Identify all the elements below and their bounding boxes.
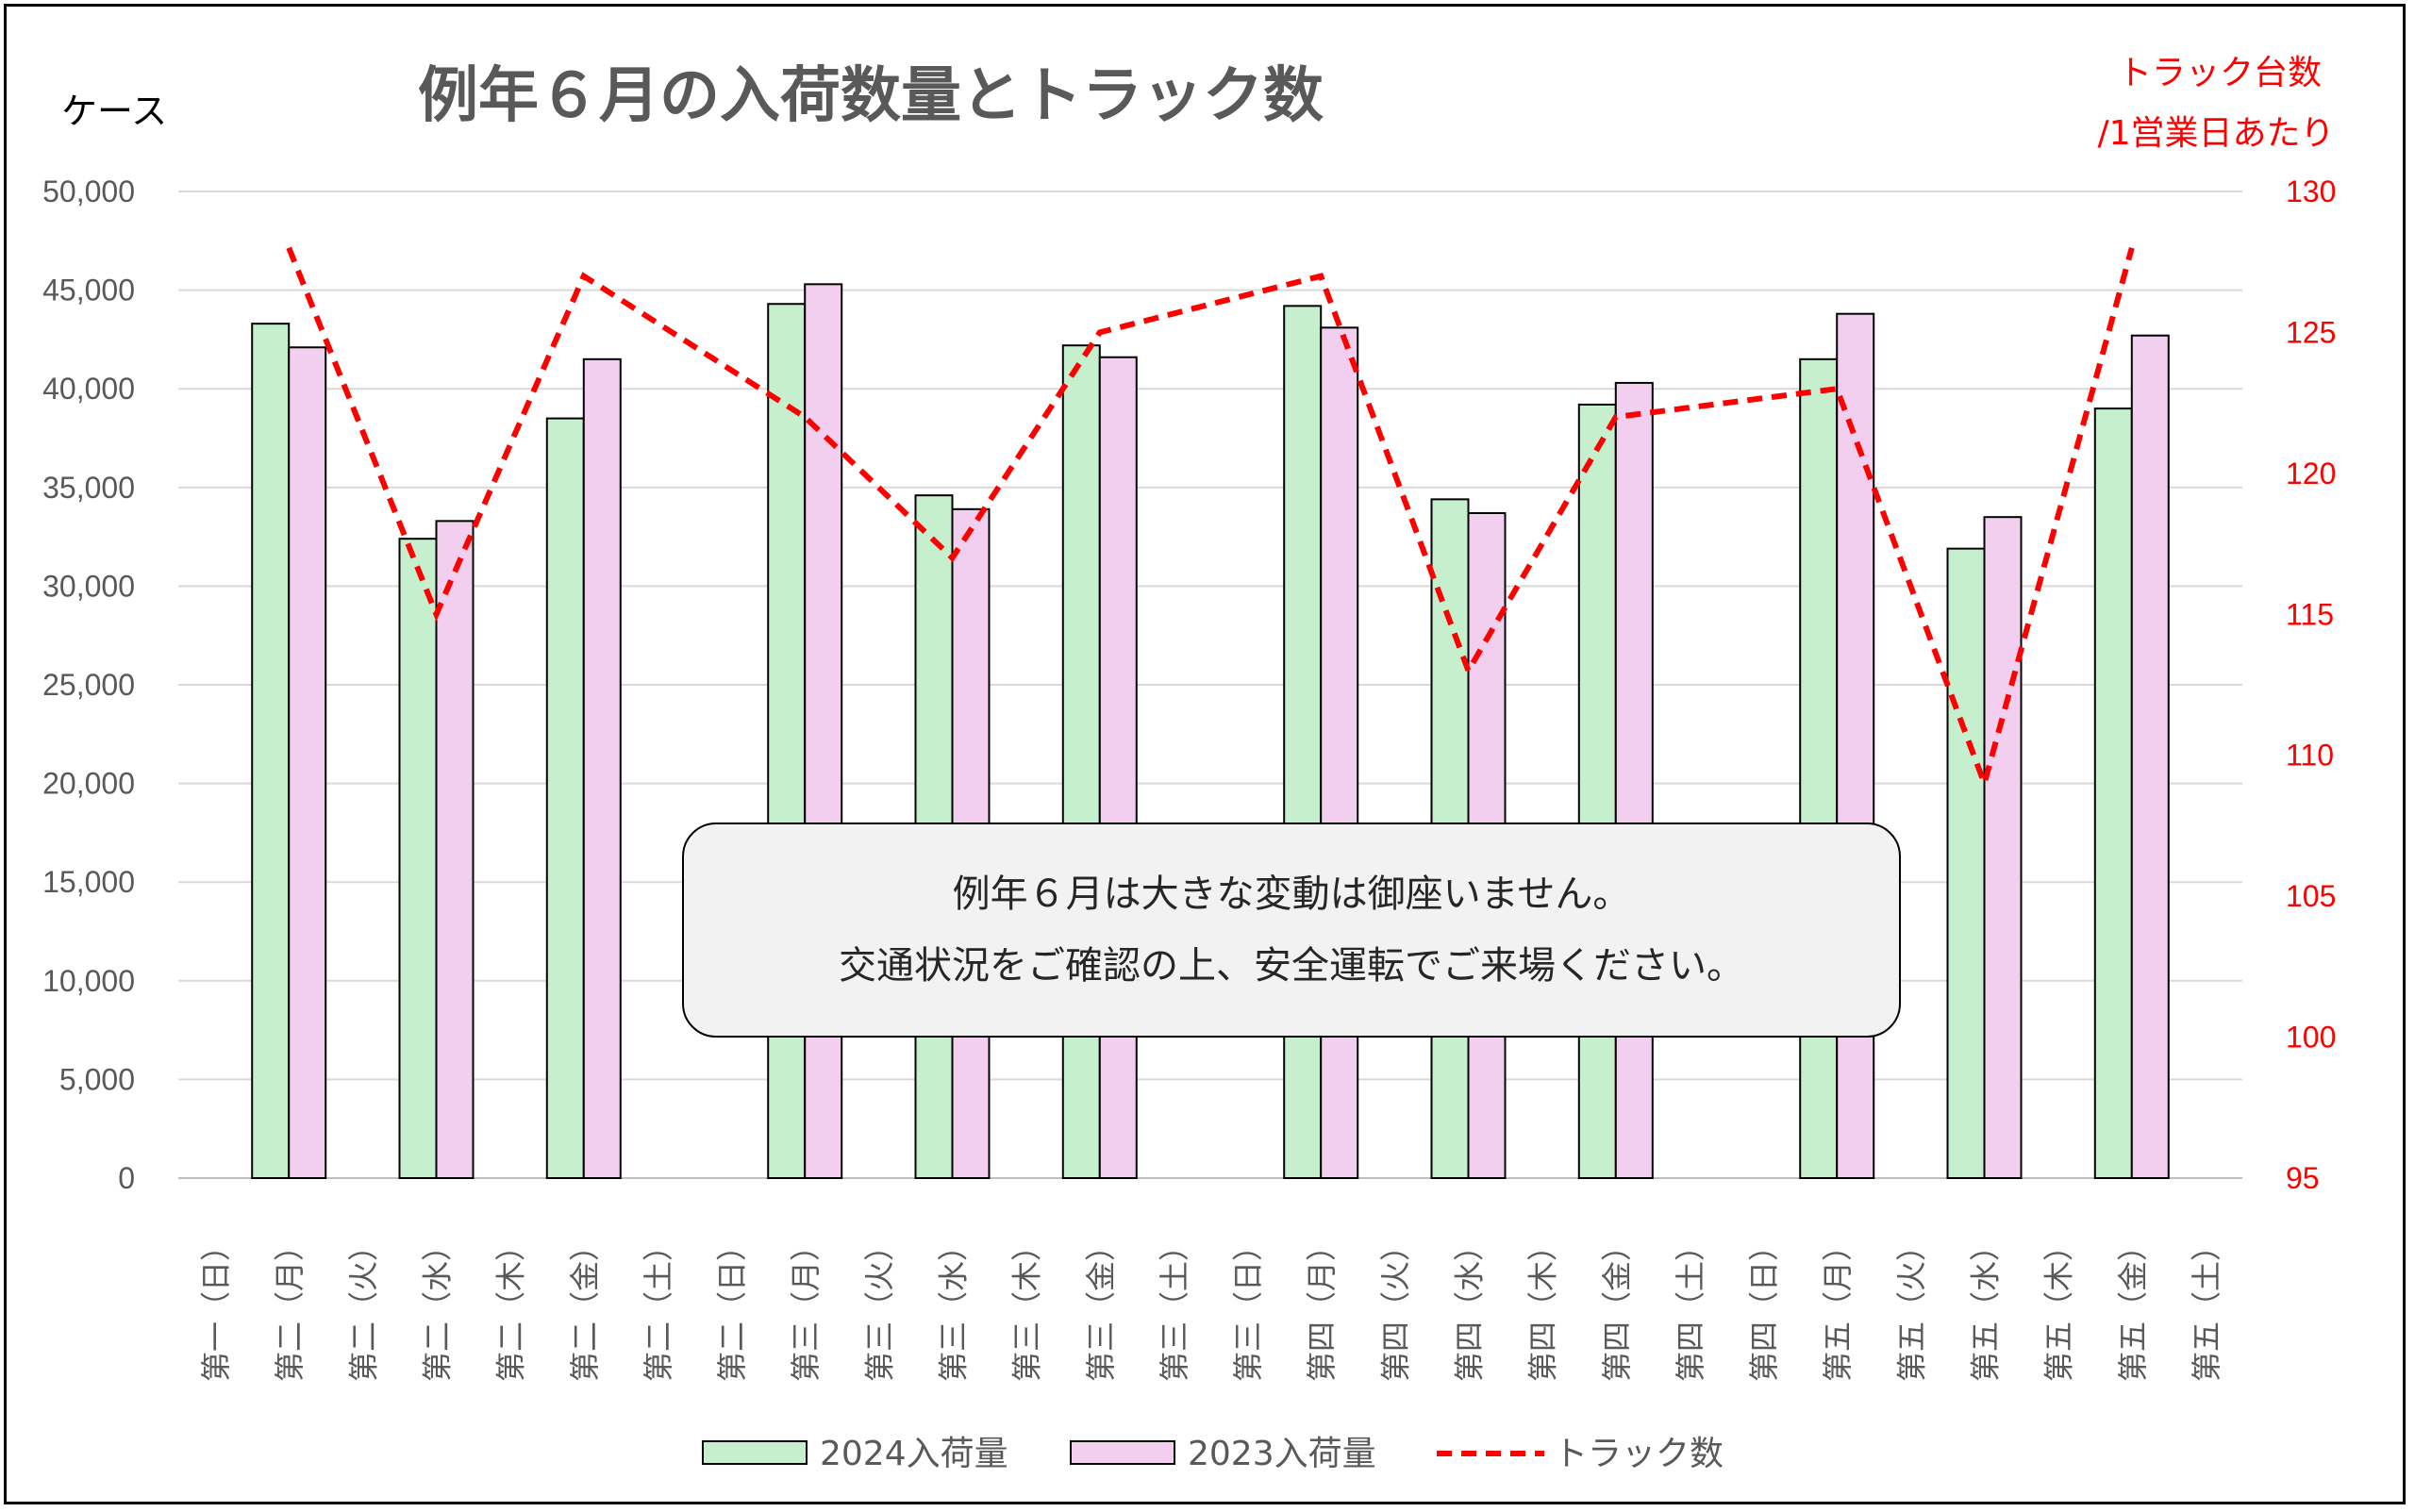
x-tick-label: 第二（日） bbox=[714, 1231, 750, 1382]
bar-2023入荷量 bbox=[804, 283, 843, 1180]
y2-tick-label: 130 bbox=[2286, 174, 2336, 208]
y-tick-label: 5,000 bbox=[59, 1062, 135, 1096]
bar-2023入荷量 bbox=[1614, 381, 1654, 1179]
bar-2024入荷量 bbox=[2093, 407, 2133, 1179]
bar-2023入荷量 bbox=[1098, 356, 1138, 1179]
x-tick-label: 第五（金） bbox=[2115, 1231, 2151, 1382]
gridlines bbox=[178, 191, 2242, 1179]
bar-2023入荷量 bbox=[582, 357, 622, 1179]
y-tick-label: 40,000 bbox=[42, 372, 135, 406]
truck-line-layer bbox=[286, 246, 2135, 793]
x-tick-label: 第三（水） bbox=[936, 1231, 972, 1382]
y2-tick-label: 100 bbox=[2286, 1021, 2336, 1055]
y2-axis-ticks: 95 100 105 110 115 120 125 130 bbox=[2286, 174, 2336, 1195]
legend-label-2024入荷量: 2024入荷量 bbox=[820, 1435, 1008, 1473]
x-tick-label: 第四（月） bbox=[1304, 1231, 1340, 1382]
y-tick-label: 35,000 bbox=[42, 471, 135, 505]
annotation-line-2: 交通状況をご確認の上、安全運転でご来場ください。 bbox=[839, 944, 1744, 988]
y2-tick-label: 120 bbox=[2286, 457, 2336, 490]
x-tick-label: 第二（水） bbox=[420, 1231, 456, 1382]
legend-swatch-2023入荷量 bbox=[1070, 1440, 1175, 1465]
annotation-box: 例年６月は大きな変動は御座いません。 交通状況をご確認の上、安全運転でご来場くだ… bbox=[682, 822, 1901, 1038]
legend-swatch-2024入荷量 bbox=[702, 1440, 808, 1465]
truck-line bbox=[286, 246, 2135, 793]
x-tick-label: 第五（木） bbox=[2041, 1231, 2077, 1382]
x-tick-label: 第二（木） bbox=[493, 1231, 529, 1382]
bar-2024入荷量 bbox=[251, 323, 291, 1179]
y-axis-ticks: 0 5,000 10,000 15,000 20,000 25,000 30,000 35,0… bbox=[42, 174, 135, 1195]
x-tick-label: 第四（土） bbox=[1673, 1231, 1708, 1382]
x-tick-label: 第五（火） bbox=[1893, 1231, 1929, 1382]
x-tick-label: 第一（日） bbox=[198, 1231, 234, 1382]
bar-2023入荷量 bbox=[288, 346, 327, 1179]
x-tick-label: 第五（月） bbox=[1820, 1231, 1856, 1382]
x-tick-label: 第二（金） bbox=[567, 1231, 603, 1382]
bar-2023入荷量 bbox=[435, 520, 475, 1179]
x-tick-label: 第四（水） bbox=[1452, 1231, 1488, 1382]
x-tick-label: 第五（土） bbox=[2189, 1231, 2224, 1382]
y2-tick-label: 115 bbox=[2286, 597, 2334, 631]
x-tick-label: 第五（水） bbox=[1968, 1231, 2004, 1382]
bar-2024入荷量 bbox=[1283, 305, 1323, 1179]
y2-tick-label: 125 bbox=[2286, 315, 2336, 349]
bar-2024入荷量 bbox=[1946, 547, 1986, 1179]
bars bbox=[251, 283, 2170, 1180]
legend-label-2023入荷量: 2023入荷量 bbox=[1188, 1435, 1376, 1473]
combo-chart: 例年６月の入荷数量とトラック数 ケース トラック台数 /1営業日あたり 0 5,0… bbox=[42, 54, 2336, 1473]
x-tick-label: 第四（日） bbox=[1746, 1231, 1782, 1382]
bar-2024入荷量 bbox=[1799, 357, 1839, 1179]
x-tick-label: 第三（金） bbox=[1083, 1231, 1119, 1382]
bar-2024入荷量 bbox=[398, 538, 438, 1179]
x-tick-label: 第二（火） bbox=[345, 1231, 381, 1382]
y-tick-label: 0 bbox=[118, 1161, 135, 1195]
bar-2023入荷量 bbox=[1320, 326, 1359, 1179]
y-tick-label: 45,000 bbox=[42, 274, 135, 307]
x-tick-label: 第三（日） bbox=[1230, 1231, 1266, 1382]
y-tick-label: 25,000 bbox=[42, 668, 135, 702]
x-tick-label: 第三（月） bbox=[788, 1231, 824, 1382]
bar-2024入荷量 bbox=[767, 303, 807, 1179]
y2-tick-label: 110 bbox=[2286, 739, 2334, 773]
y2-axis-unit-label-line1: トラック台数 bbox=[2118, 54, 2322, 92]
y-tick-label: 10,000 bbox=[42, 964, 135, 998]
x-tick-label: 第三（土） bbox=[1157, 1231, 1192, 1382]
y2-tick-label: 105 bbox=[2286, 879, 2336, 913]
x-tick-label: 第二（月） bbox=[272, 1231, 308, 1382]
y-tick-label: 15,000 bbox=[42, 865, 135, 899]
x-tick-label: 第三（木） bbox=[1009, 1231, 1045, 1382]
y2-axis-unit-label-line2: /1営業日あたり bbox=[2097, 114, 2334, 153]
x-tick-label: 第二（土） bbox=[641, 1231, 676, 1382]
bar-2023入荷量 bbox=[1983, 516, 2023, 1179]
y2-tick-label: 95 bbox=[2286, 1161, 2320, 1195]
x-tick-label: 第四（木） bbox=[1525, 1231, 1561, 1382]
bar-2024入荷量 bbox=[1061, 344, 1101, 1179]
x-tick-label: 第四（火） bbox=[1377, 1231, 1413, 1382]
chart-frame: 例年６月の入荷数量とトラック数 ケース トラック台数 /1営業日あたり 0 5,0… bbox=[4, 4, 2406, 1504]
legend-label-トラック数: トラック数 bbox=[1554, 1435, 1724, 1473]
x-axis-ticks: 第一（日） 第二（月） 第二（火） 第二（水） 第二（木） 第二（金） 第二（土） 第二（日）… bbox=[198, 1231, 2224, 1382]
y-tick-label: 50,000 bbox=[42, 174, 135, 208]
legend: 2024入荷量 2023入荷量 トラック数 bbox=[702, 1435, 1724, 1473]
annotation-line-1: 例年６月は大きな変動は御座いません。 bbox=[952, 872, 1631, 916]
y-axis-unit-label: ケース bbox=[61, 91, 167, 132]
x-tick-label: 第四（金） bbox=[1599, 1231, 1635, 1382]
y-tick-label: 30,000 bbox=[42, 569, 135, 603]
x-tick-label: 第三（火） bbox=[861, 1231, 897, 1382]
y-tick-label: 20,000 bbox=[42, 767, 135, 801]
bar-2024入荷量 bbox=[1577, 403, 1617, 1180]
bar-2024入荷量 bbox=[545, 417, 585, 1179]
bar-2023入荷量 bbox=[2130, 334, 2170, 1179]
chart-title: 例年６月の入荷数量とトラック数 bbox=[418, 61, 1324, 131]
